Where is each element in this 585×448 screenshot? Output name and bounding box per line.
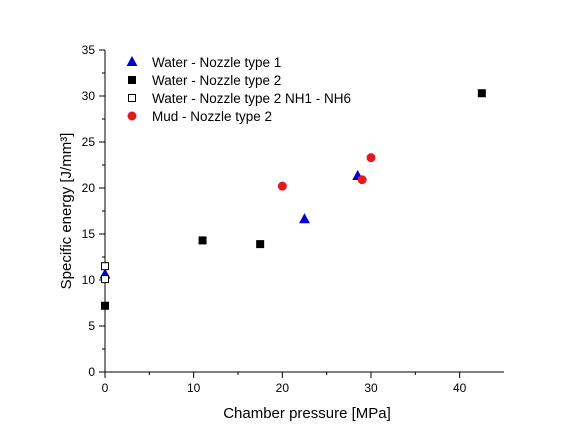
x-tick-label: 30 [364, 381, 378, 395]
x-tick-label: 0 [102, 381, 109, 395]
y-tick-label: 0 [88, 365, 95, 379]
data-point [256, 240, 265, 249]
data-point [101, 275, 109, 284]
data-point [366, 153, 376, 163]
y-tick-label: 30 [82, 89, 96, 103]
data-point [299, 213, 310, 224]
y-tick-label: 25 [82, 135, 96, 149]
x-tick-label: 10 [187, 381, 201, 395]
y-axis-label: Specific energy [J/mm³] [58, 133, 75, 290]
axis-ticks: 0 10 20 30 40 0 5 10 15 20 25 30 35 [82, 43, 467, 395]
x-tick-label: 20 [276, 381, 290, 395]
data-point [277, 181, 287, 191]
legend-marker [128, 76, 136, 84]
legend-label: Mud - Nozzle type 2 [152, 109, 272, 124]
data-point [198, 236, 207, 245]
data-point [477, 89, 486, 98]
legend-marker [128, 94, 136, 102]
legend-label: Water - Nozzle type 2 NH1 - NH6 [152, 91, 351, 106]
x-axis-label: Chamber pressure [MPa] [223, 405, 391, 422]
data-points [99, 89, 486, 310]
data-point [357, 175, 367, 185]
legend-marker [127, 111, 137, 121]
y-tick-label: 10 [82, 273, 96, 287]
data-point [101, 301, 109, 310]
y-tick-label: 15 [82, 227, 96, 241]
data-point [101, 262, 109, 271]
legend-label: Water - Nozzle type 1 [152, 55, 281, 70]
y-tick-label: 20 [82, 181, 96, 195]
y-tick-label: 5 [88, 319, 95, 333]
y-tick-label: 35 [82, 43, 96, 57]
x-tick-label: 40 [453, 381, 467, 395]
legend-marker [126, 55, 138, 66]
legend: Water - Nozzle type 1 Water - Nozzle type… [126, 55, 351, 124]
legend-label: Water - Nozzle type 2 [152, 73, 281, 88]
